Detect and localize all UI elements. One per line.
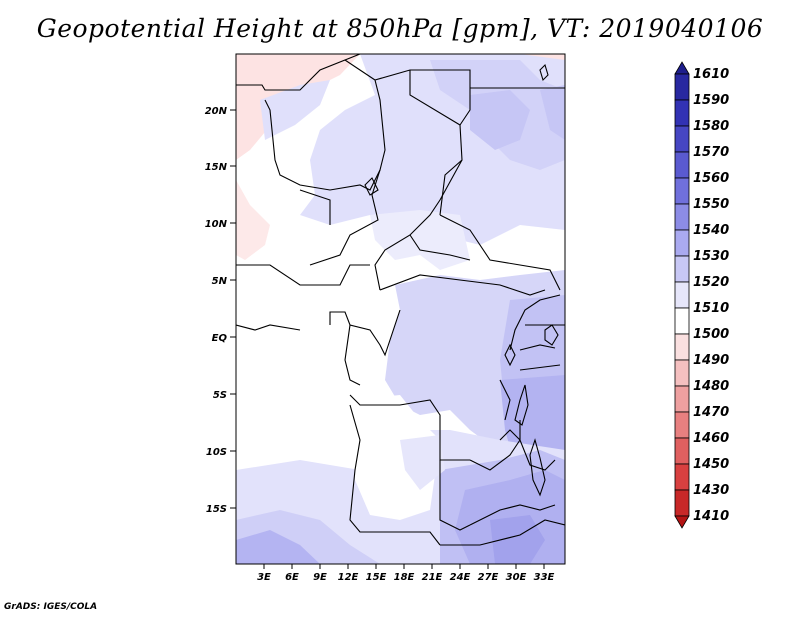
colorbar-box — [674, 255, 690, 283]
colorbar-box — [674, 151, 690, 179]
lat-label: 5S — [213, 390, 227, 401]
height-field — [236, 54, 565, 564]
lat-label: 10S — [206, 447, 227, 458]
colorbar-box — [674, 385, 690, 413]
colorbar-box — [674, 463, 690, 491]
colorbar-label: 1540 — [693, 223, 729, 238]
colorbar-label: 1460 — [693, 431, 729, 446]
lat-label: EQ — [212, 333, 228, 344]
lon-label: 12E — [338, 572, 359, 583]
colorbar-label: 1580 — [693, 119, 729, 134]
colorbar-box — [674, 73, 690, 101]
lon-label: 6E — [285, 572, 299, 583]
colorbar-box — [674, 333, 690, 361]
colorbar-arrow-top — [674, 61, 690, 75]
lat-label: 15N — [205, 162, 228, 173]
lon-label: 33E — [534, 572, 555, 583]
colorbar-label: 1450 — [693, 457, 729, 472]
colorbar-box — [674, 229, 690, 257]
colorbar-label: 1530 — [693, 249, 729, 264]
lon-label: 15E — [366, 572, 387, 583]
colorbar-label: 1500 — [693, 327, 729, 342]
colorbar-box — [674, 489, 690, 517]
lon-label: 18E — [394, 572, 415, 583]
lon-label: 9E — [313, 572, 327, 583]
colorbar-label: 1550 — [693, 197, 729, 212]
colorbar-label: 1520 — [693, 275, 729, 290]
colorbar-box — [674, 359, 690, 387]
colorbar-label: 1590 — [693, 93, 729, 108]
lon-label: 30E — [506, 572, 527, 583]
grads-credit: GrADS: IGES/COLA — [4, 602, 98, 612]
lon-label: 21E — [422, 572, 443, 583]
colorbar-label: 1510 — [693, 301, 729, 316]
colorbar-label: 1570 — [693, 145, 729, 160]
colorbar-box — [674, 437, 690, 465]
lon-label: 3E — [257, 572, 271, 583]
colorbar-box — [674, 307, 690, 335]
lat-label: 5N — [212, 276, 228, 287]
colorbar-label: 1480 — [693, 379, 729, 394]
lon-axis: 3E 6E 9E 12E 15E 18E 21E 24E 27E 30E 33E — [257, 564, 555, 583]
colorbar-label: 1610 — [693, 67, 729, 82]
colorbar-label: 1430 — [693, 483, 729, 498]
colorbar-box — [674, 281, 690, 309]
colorbar-box — [674, 177, 690, 205]
lat-label: 15S — [206, 504, 227, 515]
colorbar-box — [674, 99, 690, 127]
lat-label: 20N — [205, 106, 228, 117]
colorbar: 1610 1590 1580 1570 1560 1550 1540 1530 1520 1510… — [674, 61, 729, 529]
colorbar-box — [674, 411, 690, 439]
lon-label: 24E — [450, 572, 471, 583]
colorbar-box — [674, 125, 690, 153]
colorbar-label: 1560 — [693, 171, 729, 186]
colorbar-label: 1490 — [693, 353, 729, 368]
colorbar-label: 1410 — [693, 509, 729, 524]
lon-label: 27E — [478, 572, 499, 583]
country-borders — [236, 54, 565, 546]
colorbar-box — [674, 203, 690, 231]
map-border — [235, 53, 566, 565]
lat-axis: 20N 15N 10N 5N EQ 5S 10S 15S — [205, 106, 236, 515]
map-title: Geopotential Height at 850hPa [gpm], VT:… — [36, 14, 764, 43]
colorbar-label: 1470 — [693, 405, 729, 420]
lat-label: 10N — [205, 219, 228, 230]
colorbar-arrow-bottom — [674, 515, 690, 529]
